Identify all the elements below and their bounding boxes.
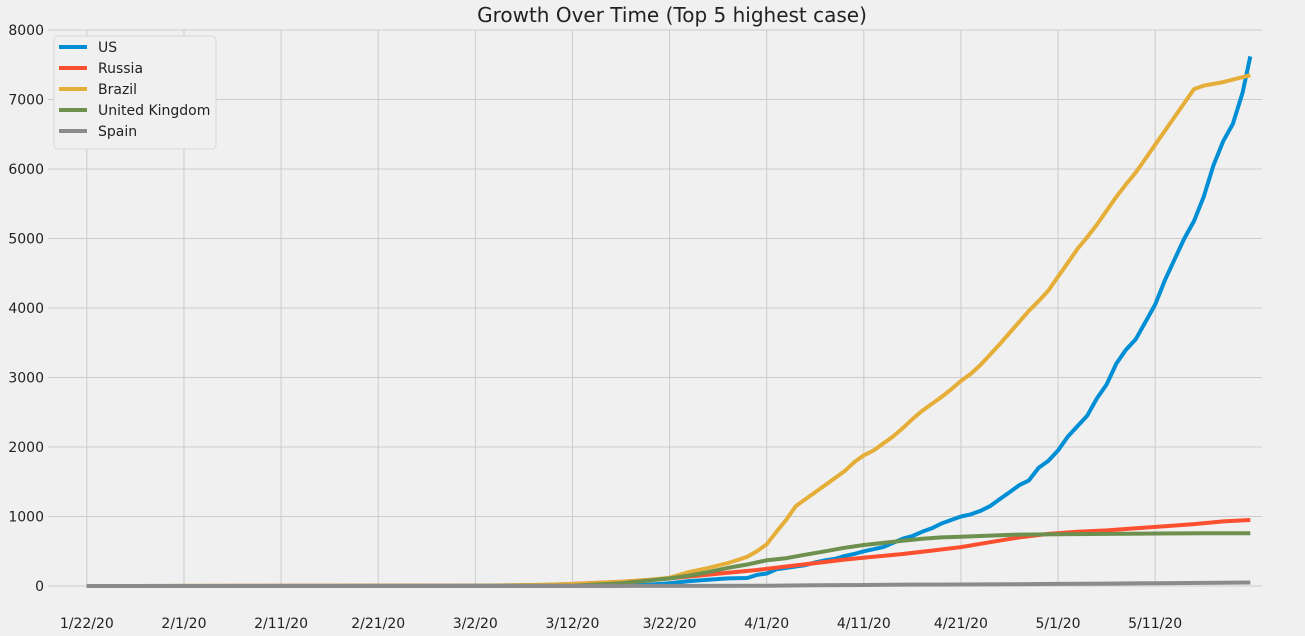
y-tick-label: 1000 — [8, 510, 44, 526]
series-line-united-kingdom — [86, 531, 1251, 588]
x-tick-label: 4/21/20 — [934, 616, 988, 632]
series-line-spain — [86, 580, 1251, 588]
y-tick-label: 4000 — [8, 301, 44, 317]
y-tick-label: 3000 — [8, 371, 44, 387]
x-tick-label: 2/11/20 — [254, 616, 308, 632]
x-tick-label: 3/22/20 — [643, 616, 697, 632]
x-tick-label: 3/12/20 — [545, 616, 599, 632]
x-tick-label: 4/11/20 — [837, 616, 891, 632]
y-tick-label: 7000 — [8, 93, 44, 109]
legend-label: United Kingdom — [98, 103, 210, 119]
chart-title: Growth Over Time (Top 5 highest case) — [477, 3, 867, 27]
legend: US Russia Brazil United Kingdom Spain — [53, 35, 217, 150]
x-tick-label: 2/1/20 — [161, 616, 206, 632]
y-tick-label: 8000 — [8, 23, 44, 39]
x-tick-label: 5/11/20 — [1128, 616, 1182, 632]
x-tick-label: 1/22/20 — [60, 616, 114, 632]
x-tick-labels: 1/22/20 2/1/20 2/11/20 2/21/20 3/2/20 3/12/20… — [60, 616, 1182, 632]
y-tick-labels: 0 1000 2000 3000 4000 5000 6000 7000 8000 — [8, 23, 44, 595]
y-tick-label: 5000 — [8, 232, 44, 248]
y-tick-label: 6000 — [8, 162, 44, 178]
y-gridlines — [48, 29, 1262, 587]
series-line-us — [86, 55, 1253, 588]
y-tick-label: 2000 — [8, 440, 44, 456]
x-tick-label: 2/21/20 — [351, 616, 405, 632]
y-tick-label: 0 — [35, 579, 44, 595]
legend-label: Spain — [98, 124, 137, 140]
legend-label: US — [98, 40, 117, 56]
x-tick-label: 5/1/20 — [1036, 616, 1081, 632]
series-line-brazil — [86, 73, 1251, 588]
legend-label: Russia — [98, 61, 143, 77]
series-lines — [86, 55, 1253, 588]
legend-box — [53, 35, 217, 150]
x-tick-label: 4/1/20 — [744, 616, 789, 632]
x-tick-label: 3/2/20 — [453, 616, 498, 632]
legend-label: Brazil — [98, 82, 137, 98]
